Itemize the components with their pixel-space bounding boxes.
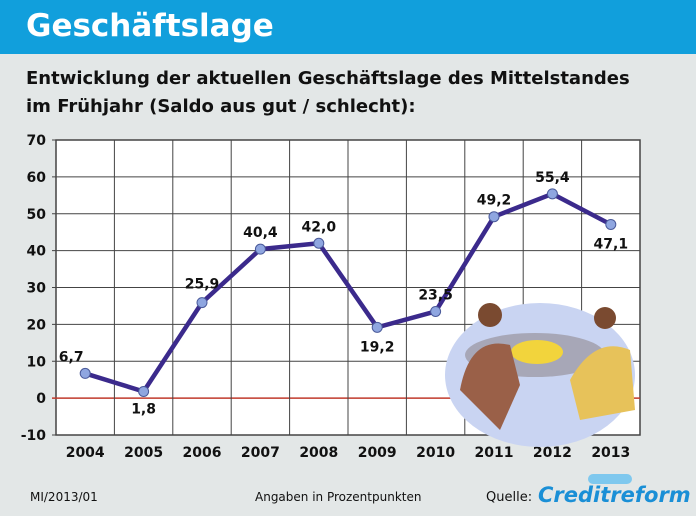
header-bar [0,0,696,54]
y-tick-label: 30 [27,281,47,297]
data-label: 25,9 [185,277,220,293]
x-tick-label: 2011 [475,445,514,461]
data-label: 6,7 [59,349,84,365]
chart-subtitle-line2: im Frühjahr (Saldo aus gut / schlecht): [26,96,416,117]
footer-note: Angaben in Prozentpunkten [255,490,422,504]
creditreform-logo: Creditreform [538,483,691,507]
meeting-clipart-icon [445,303,635,447]
data-point [254,243,266,255]
y-tick-label: 10 [27,354,47,370]
data-label: 55,4 [535,170,570,186]
footer-code: MI/2013/01 [30,490,98,504]
data-point [79,367,91,379]
data-label: 49,2 [477,193,512,209]
x-tick-label: 2006 [183,445,222,461]
x-tick-label: 2007 [241,445,280,461]
y-tick-label: 20 [27,317,47,333]
data-point [430,305,442,317]
data-point [546,188,558,200]
x-tick-label: 2010 [416,445,455,461]
y-tick-label: 50 [27,207,47,223]
data-point [313,237,325,249]
y-tick-label: 60 [27,170,47,186]
data-label: 1,8 [131,401,156,417]
page-title: Geschäftslage [26,8,274,44]
data-point [371,321,383,333]
data-label: 23,5 [418,287,453,303]
creditreform-badge-icon [588,474,632,484]
x-tick-label: 2005 [124,445,163,461]
data-label: 40,4 [243,225,278,241]
data-label: 47,1 [594,236,629,252]
data-point [196,297,208,309]
chart-subtitle-line1: Entwicklung der aktuellen Geschäftslage … [26,68,630,89]
data-point [138,385,150,397]
x-tick-label: 2004 [66,445,105,461]
y-tick-label: 40 [27,244,47,260]
x-tick-label: 2009 [358,445,397,461]
y-tick-label: 70 [27,133,47,149]
x-tick-label: 2008 [299,445,338,461]
y-tick-label: 0 [36,391,46,407]
source-label: Quelle: [486,490,533,505]
data-line [84,191,612,394]
data-label: 19,2 [360,339,395,355]
x-tick-label: 2012 [533,445,572,461]
line-chart: -10 0 10 20 30 40 50 60 70 2004 2005 2006 2007 2008 20… [21,133,641,461]
data-point [488,211,500,223]
y-tick-label: -10 [21,428,47,444]
x-tick-label: 2013 [591,445,630,461]
data-label: 42,0 [302,219,337,235]
data-point [605,218,617,230]
